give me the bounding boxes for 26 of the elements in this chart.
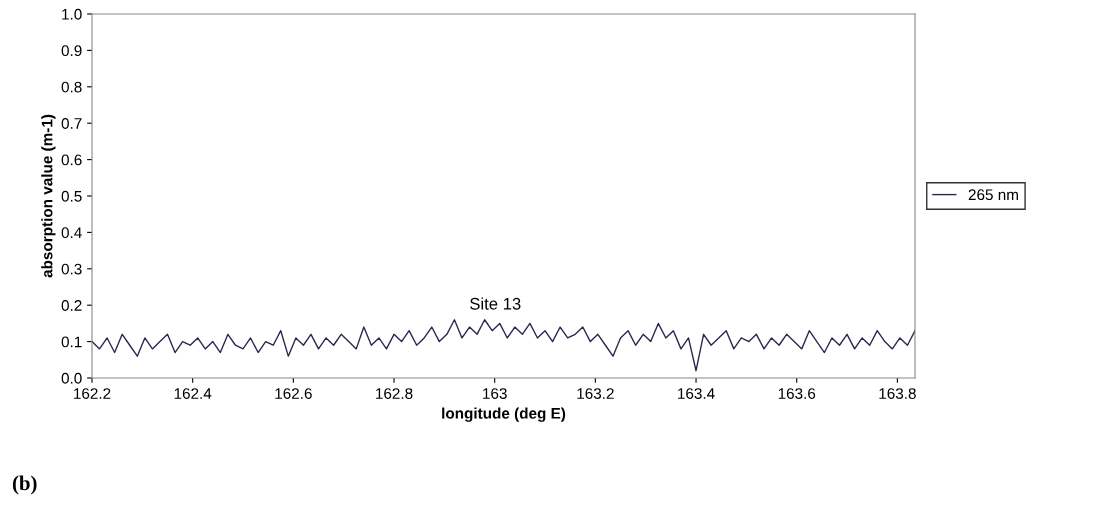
- legend-label: 265 nm: [968, 189, 1018, 201]
- y-tick-label: 0.8: [61, 81, 82, 93]
- text: (b): [12, 475, 37, 495]
- y-tick-label: 0.3: [61, 263, 82, 275]
- annotation: Site 13: [470, 297, 521, 310]
- x-tick-label: 162.8: [376, 388, 413, 399]
- line-series: [92, 319, 915, 372]
- x-axis-title: longitude (deg E): [442, 407, 566, 422]
- y-tick-label: 0.4: [61, 227, 82, 239]
- y-tick-label: 0.7: [61, 118, 82, 129]
- y-tick-label: 0.9: [61, 45, 82, 57]
- y-tick-label: 1.0: [62, 8, 82, 20]
- y-tick-label: 0.5: [61, 190, 82, 202]
- x-tick-label: 163.4: [678, 388, 715, 399]
- y-axis-title: absorption value (m-1): [41, 114, 56, 278]
- y-tick-label: 0.6: [61, 154, 82, 166]
- y-tick-label: 0.2: [61, 300, 82, 311]
- y-tick-label: 0.0: [61, 372, 82, 384]
- x-tick-label: 163.6: [778, 388, 816, 399]
- x-tick-label: 163.8: [879, 388, 916, 399]
- x-tick-label: 162.6: [275, 388, 312, 399]
- x-tick-label: 162.4: [174, 388, 212, 399]
- y-tick-label: 0.1: [61, 336, 82, 348]
- x-tick-label: 163.2: [577, 388, 614, 399]
- x-tick-label: 162.2: [74, 388, 111, 399]
- x-tick-label: 163: [483, 388, 507, 399]
